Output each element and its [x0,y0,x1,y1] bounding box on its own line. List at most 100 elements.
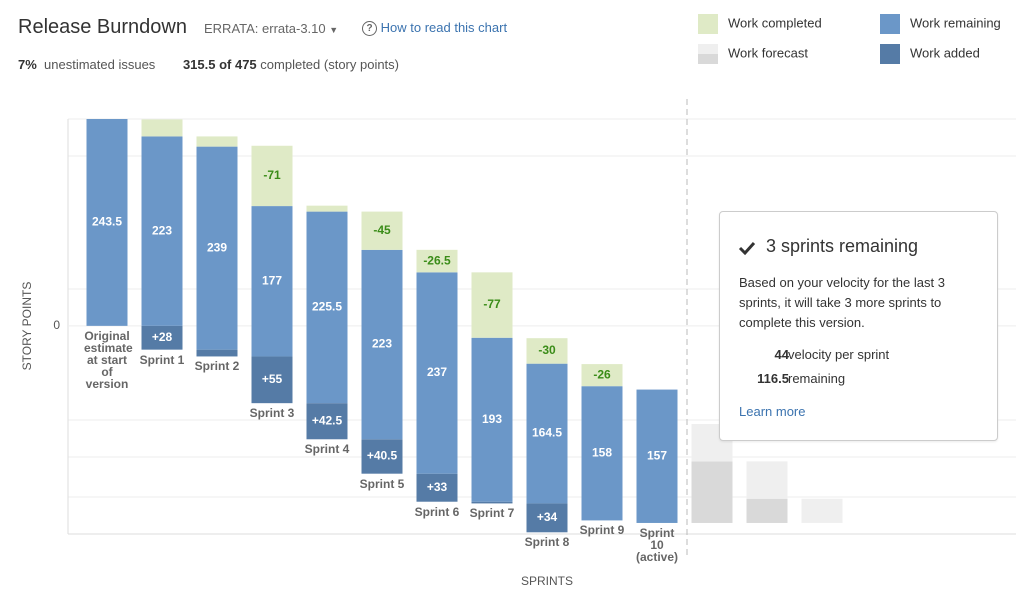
legend-swatch [698,44,718,64]
work-added-bar [141,325,183,350]
work-remaining-bar [251,206,293,357]
x-tick-label: Sprint 6 [414,504,460,519]
legend-swatch [698,14,718,34]
work-completed-bar [526,338,568,364]
work-remaining-label: 158 [592,445,612,459]
work-remaining-bar [86,119,128,326]
work-completed-label: -45 [373,223,391,237]
x-tick-label: Sprint 8 [524,535,570,550]
legend-label: Work completed [728,15,822,30]
work-completed-bar [361,211,403,250]
legend-label: Work remaining [910,15,1001,30]
version-name[interactable]: ERRATA: errata-3.10 [204,21,326,36]
x-tick-label: Sprint 5 [359,476,405,491]
work-completed-bar [141,119,183,137]
work-added-bar [361,439,403,474]
work-added-bar [306,403,348,440]
legend-swatch-fill [698,14,718,34]
x-tick-label: Sprint 4 [304,442,350,457]
work-completed-label: -30 [538,343,556,357]
check-icon [738,241,756,256]
work-remaining-label: 157 [647,448,667,462]
y-axis-label: STORY POINTS [20,282,34,371]
work-added-bar [526,503,568,533]
work-remaining-label: 164.5 [532,426,562,440]
work-added-bar [416,473,458,502]
x-tick-label: Sprint 2 [194,359,240,374]
work-added-bar [471,501,513,504]
velocity-label: velocity per sprint [788,347,890,362]
work-remaining-label: 243.5 [92,215,122,229]
x-tick-label: Sprint 3 [249,406,295,421]
legend-swatch [880,14,900,34]
work-remaining-bar [306,211,348,404]
work-remaining-label: 193 [482,412,502,426]
work-added-bar [251,356,293,404]
work-remaining-bar [361,249,403,440]
help[interactable]: ? How to read this chart [362,20,508,37]
velocity-value: 44 [774,347,789,362]
legend-swatch-fill [880,44,900,64]
page-title: Release Burndown [18,16,187,38]
work-remaining-bar [416,272,458,474]
work-completed-bar [581,364,623,387]
work-completed-bar [471,272,513,338]
work-remaining-label: 239 [207,240,227,254]
work-added-label: +42.5 [312,413,343,427]
legend-swatch-fill [880,14,900,34]
y-tick-label: 0 [53,318,60,332]
work-remaining-bar [581,386,623,521]
work-remaining-bar [636,389,678,523]
x-tick-label: Sprint 10 (active) [635,525,679,564]
forecast-bar [746,461,788,499]
remaining-value: 116.5 [757,371,789,386]
x-tick-label: Sprint 1 [139,352,185,367]
info-box: 3 sprints remaining Based on your veloci… [719,211,998,441]
stat-value: 7% [18,57,37,72]
forecast-remaining-bar [746,498,788,523]
work-remaining-bar [526,363,568,504]
stat-value: 315.5 of 475 [182,57,257,72]
legend-swatch [880,44,900,64]
work-remaining-label: 223 [372,337,392,351]
version-picker[interactable]: ERRATA: errata-3.10 ▼ [204,21,338,36]
work-completed-label: -26.5 [423,253,451,267]
legend-label: Work forecast [728,45,808,60]
work-remaining-bar [141,136,183,326]
work-remaining-bar [471,337,513,502]
legend-label: Work added [910,45,980,60]
remaining-label: remaining [788,371,846,386]
work-completed-label: -77 [483,297,501,311]
x-axis-label: SPRINTS [521,574,573,588]
work-remaining-bar [196,146,238,350]
stat-label: unestimated issues [44,57,156,72]
help-icon: ? [362,21,377,37]
work-completed-label: -71 [263,168,281,182]
learn-more[interactable]: Learn more [739,404,806,419]
stats: 7% unestimated issues 315.5 of 475 compl… [18,57,399,72]
forecast-bar [801,498,843,523]
work-remaining-label: 225.5 [312,300,342,314]
work-added-label: +28 [152,330,173,344]
caret: ▼ [329,25,339,35]
work-remaining-label: 237 [427,365,447,379]
x-tick-label: Original estimate at start of version [84,328,133,391]
info-text: Based on your velocity for the last 3 sp… [739,275,945,330]
stat-label: completed (story points) [260,57,400,72]
work-completed-bar [416,249,458,273]
x-tick-label: Sprint 7 [469,506,515,521]
work-completed-bar [251,145,293,207]
work-completed-bar [306,205,348,212]
work-added-label: +33 [427,480,448,494]
help-link[interactable]: How to read this chart [380,20,508,35]
work-remaining-label: 223 [152,223,172,237]
info-title: 3 sprints remaining [766,236,919,256]
work-remaining-label: 177 [262,273,282,287]
work-completed-label: -26 [593,367,611,381]
work-added-label: +55 [262,372,283,386]
work-completed-bar [196,136,238,147]
legend-swatch-fill [698,54,718,64]
x-tick-label: Sprint 9 [579,523,625,538]
